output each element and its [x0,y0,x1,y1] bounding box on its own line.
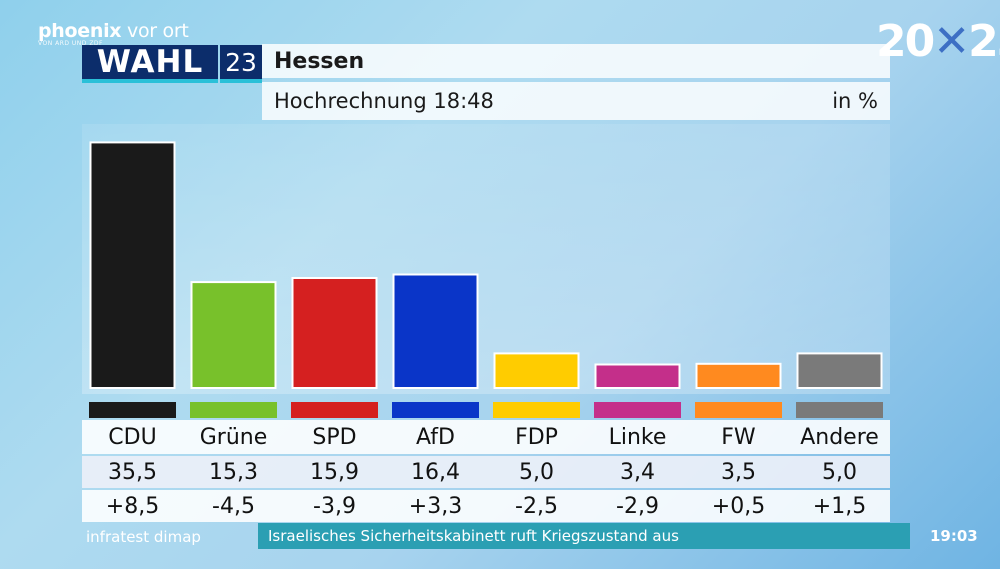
ballot-x-icon: ✕ [933,16,970,67]
party-label-linke: Linke [608,424,667,450]
subtitle-bar: Hochrechnung 18:48 in % [262,82,890,120]
party-row: CDU Grüne SPD AfD FDP Linke FW Andere [82,420,890,454]
diff-label-cdu: +8,5 [105,493,160,519]
clock: 19:03 [930,527,978,545]
swatch-cell-linke [587,402,688,418]
value-label-andere: 5,0 [822,459,857,485]
value-label-afd: 16,4 [411,459,460,485]
page-title: Hessen [262,44,890,78]
swatch-fw [695,402,782,418]
value-label-grüne: 15,3 [209,459,258,485]
diff-label-afd: +3,3 [408,493,463,519]
party-label-afd: AfD [416,424,455,450]
swatch-cell-fw [688,402,789,418]
diff-label-grüne: -4,5 [212,493,255,519]
diff-label-fw: +0,5 [711,493,766,519]
bar-cdu [89,141,176,390]
bar-andere [796,352,883,389]
swatch-cell-andere [789,402,890,418]
state-name: Hessen [274,48,365,74]
swatch-andere [796,402,883,418]
brand-sub: VON ARD UND ZDF [38,40,104,47]
party-label-fdp: FDP [515,424,558,450]
bar-linke [594,363,681,389]
value-label-linke: 3,4 [620,459,655,485]
projection-time: Hochrechnung 18:48 [274,89,494,113]
value-row: 35,5 15,3 15,9 16,4 5,0 3,4 3,5 5,0 [82,456,890,488]
party-label-spd: SPD [312,424,357,450]
bar-chart-svg [89,141,883,390]
unit-label: in % [832,89,878,113]
wahl-number: 23 [220,45,262,83]
diff-label-andere: +1,5 [812,493,867,519]
bar-fw [695,362,782,390]
party-label-cdu: CDU [108,424,157,450]
phoenix-logo: phoenix vor ort VON ARD UND ZDF [38,20,189,47]
value-label-cdu: 35,5 [108,459,157,485]
brand-suffix: vor ort [121,20,189,42]
brand-name: phoenix [38,20,122,42]
bar-afd [392,273,479,389]
diff-row: +8,5 -4,5 -3,9 +3,3 -2,5 -2,9 +0,5 +1,5 [82,490,890,522]
value-label-fdp: 5,0 [519,459,554,485]
swatch-cell-grüne [183,402,284,418]
results-table: CDU Grüne SPD AfD FDP Linke FW Andere 35,5 15,3 1… [82,402,890,522]
swatch-cdu [89,402,176,418]
party-label-andere: Andere [800,424,879,450]
swatch-cell-fdp [486,402,587,418]
swatch-fdp [493,402,580,418]
ticker-text: Israelisches Sicherheitskabinett ruft Kr… [268,527,679,545]
swatch-cell-cdu [82,402,183,418]
value-label-fw: 3,5 [721,459,756,485]
diff-label-fdp: -2,5 [515,493,558,519]
swatch-afd [392,402,479,418]
bar-spd [291,277,378,389]
bar-grüne [190,281,277,390]
wahl-label: WAHL [82,44,218,83]
bar-chart [82,124,890,394]
party-label-fw: FW [721,424,756,450]
diff-label-spd: -3,9 [313,493,356,519]
diff-label-linke: -2,9 [616,493,659,519]
source-label: infratest dimap [86,528,201,546]
color-row [82,402,890,418]
swatch-spd [291,402,378,418]
swatch-cell-spd [284,402,385,418]
year-right: 23 [968,16,1000,67]
swatch-grüne [190,402,277,418]
year-logo: 20✕23 [876,16,1000,67]
year-left: 20 [876,16,935,67]
swatch-linke [594,402,681,418]
party-label-grüne: Grüne [199,424,268,450]
value-label-spd: 15,9 [310,459,359,485]
news-ticker: Israelisches Sicherheitskabinett ruft Kr… [258,523,910,549]
swatch-cell-afd [385,402,486,418]
bar-fdp [493,352,580,389]
